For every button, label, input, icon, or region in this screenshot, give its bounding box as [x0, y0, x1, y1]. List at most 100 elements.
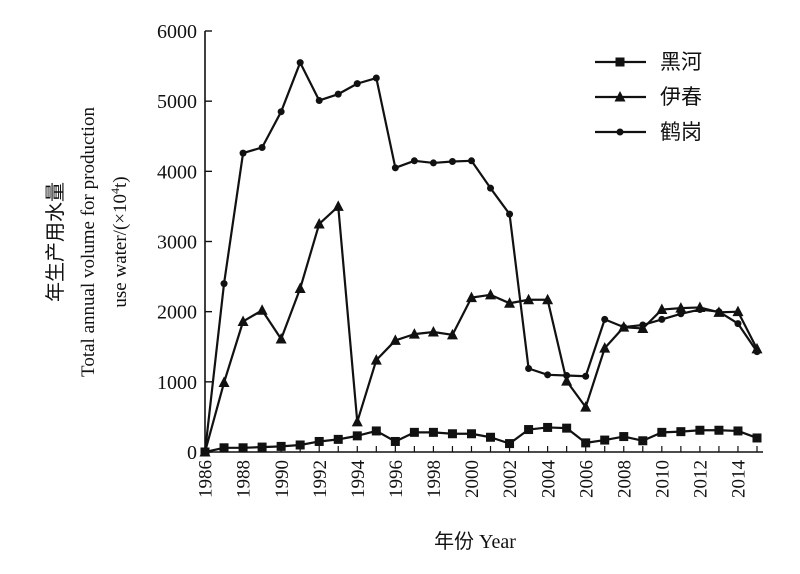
data-point: [601, 315, 609, 323]
data-point: [353, 80, 361, 88]
y-axis-title-en-tail: t): [110, 176, 131, 188]
data-point: [408, 328, 420, 339]
data-point: [428, 427, 438, 437]
data-point: [580, 401, 592, 412]
x-tick-label: 2012: [691, 460, 712, 498]
data-point: [657, 427, 667, 437]
data-point: [658, 315, 666, 323]
series-circle: [201, 59, 761, 456]
x-tick-label: 1996: [386, 460, 407, 498]
y-axis-title-en-line2: use water/(×104t): [108, 176, 131, 307]
data-point: [562, 423, 572, 433]
data-point: [237, 315, 249, 326]
x-tick-label: 1998: [424, 460, 445, 498]
legend-marker-icon: [616, 128, 624, 136]
data-point: [220, 280, 228, 288]
legend-item: 鹤岗: [595, 120, 702, 144]
data-point: [467, 157, 475, 165]
data-point: [695, 425, 705, 435]
data-point: [523, 293, 535, 305]
data-point: [620, 323, 628, 331]
x-tick-label: 2010: [652, 460, 673, 498]
x-tick-label: 1988: [234, 460, 255, 498]
data-point: [505, 439, 515, 449]
data-point: [715, 308, 723, 316]
data-point: [315, 96, 323, 104]
data-point: [296, 59, 304, 67]
data-point: [714, 425, 724, 435]
data-point: [391, 164, 399, 172]
data-point: [256, 304, 268, 315]
legend-label: 鹤岗: [660, 120, 702, 144]
x-tick-label: 2004: [538, 460, 559, 499]
x-axis-title: 年份 Year: [434, 530, 516, 553]
y-axis-title-en-line1: Total annual volume for production: [78, 107, 99, 377]
data-point: [544, 371, 552, 379]
x-tick-label: 1986: [196, 460, 217, 498]
data-point: [448, 158, 456, 166]
series-triangle: [199, 200, 763, 457]
y-tick-label: 3000: [157, 232, 197, 254]
data-point: [639, 321, 647, 329]
data-point: [504, 297, 516, 308]
data-point: [447, 429, 457, 439]
y-axis-ticks: 0 1000 2000 3000 4000 5000 6000: [157, 21, 212, 464]
data-point: [429, 159, 437, 167]
y-tick-label: 1000: [157, 372, 197, 394]
x-tick-label: 2014: [729, 460, 750, 499]
y-tick-label: 4000: [157, 161, 197, 183]
data-point: [351, 415, 363, 427]
series-line: [203, 205, 758, 453]
data-point: [239, 149, 247, 157]
data-point: [677, 310, 685, 318]
x-tick-label: 2006: [576, 460, 597, 498]
data-point: [313, 217, 325, 229]
data-point: [487, 184, 495, 192]
y-tick-label: 0: [187, 442, 197, 464]
x-tick-label: 2002: [500, 460, 521, 498]
data-point: [238, 443, 248, 453]
data-point: [427, 326, 439, 337]
data-point: [333, 434, 343, 444]
data-point: [201, 448, 209, 456]
legend-item: 伊春: [595, 85, 702, 109]
data-point: [276, 441, 286, 451]
data-point: [294, 282, 306, 294]
x-tick-label: 2000: [462, 460, 483, 498]
data-point: [410, 157, 418, 165]
data-point: [543, 422, 553, 432]
data-point: [561, 375, 573, 386]
x-axis-ticks: 1986 1988 1990 1992 1994 1996 1998 2000 2002 2004…: [196, 446, 758, 499]
data-point: [465, 291, 477, 303]
data-point: [733, 426, 743, 436]
series-square: [200, 422, 762, 457]
data-point: [524, 425, 534, 435]
data-point: [525, 365, 533, 373]
y-axis-title-en-main: use water/(×10: [110, 194, 131, 308]
y-axis-title: 年生产用水量 Total annual volume for productio…: [44, 107, 131, 377]
data-point: [295, 440, 305, 450]
data-point: [277, 108, 285, 116]
data-point: [409, 427, 419, 437]
data-point: [732, 305, 744, 317]
data-point: [619, 432, 629, 442]
data-point: [257, 442, 267, 452]
y-tick-label: 6000: [157, 21, 197, 43]
y-axis-title-en-sup: 4: [108, 188, 122, 194]
y-axis-title-cn: 年生产用水量: [44, 182, 67, 302]
legend-label: 伊春: [660, 85, 702, 109]
data-point: [332, 200, 344, 211]
data-point: [638, 436, 648, 446]
data-point: [466, 429, 476, 439]
data-point: [582, 372, 590, 380]
data-point: [675, 302, 687, 313]
data-point: [581, 438, 591, 448]
data-point: [446, 328, 458, 340]
legend-label: 黑河: [660, 50, 702, 74]
data-point: [314, 436, 324, 446]
data-point: [390, 436, 400, 446]
data-point: [486, 432, 496, 442]
data-point: [752, 433, 762, 443]
data-point: [219, 443, 229, 453]
